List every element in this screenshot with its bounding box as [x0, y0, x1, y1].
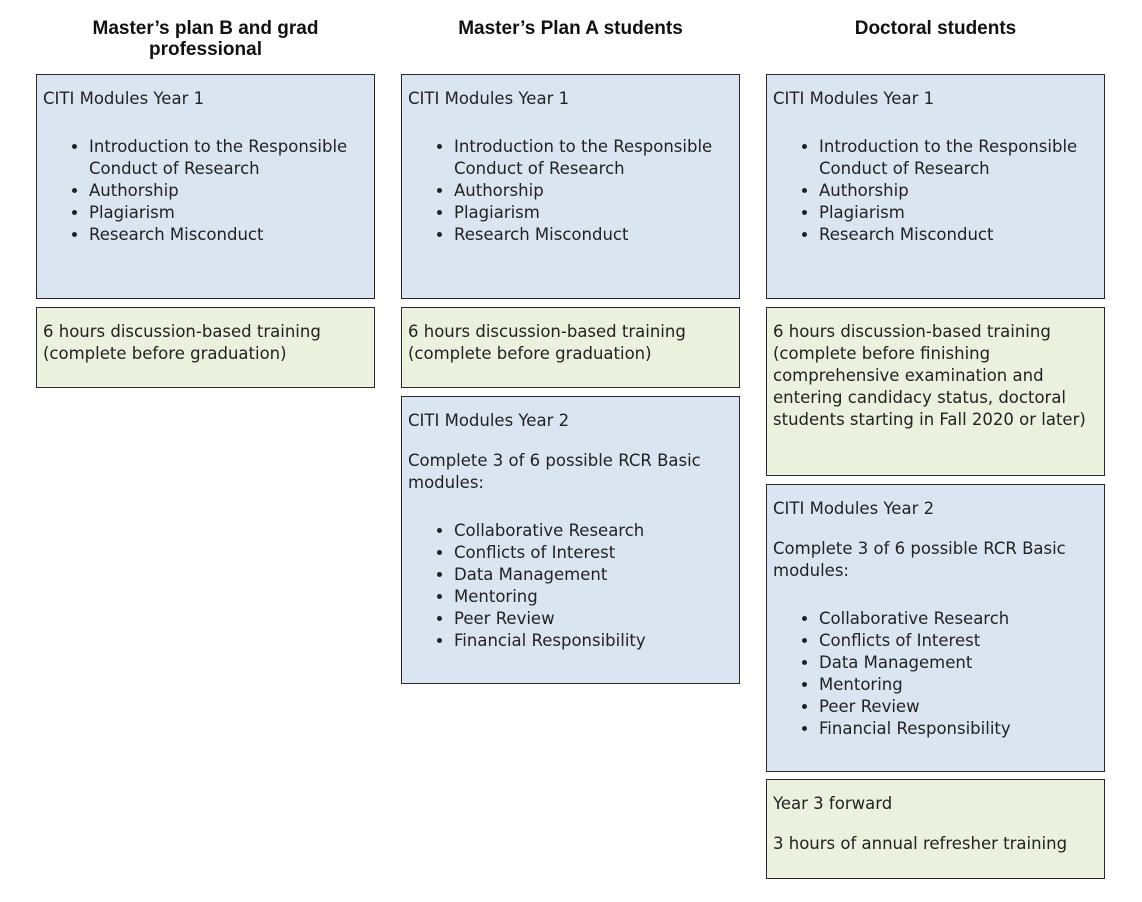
list-item: Research Misconduct: [89, 224, 368, 246]
list-item: Mentoring: [454, 586, 733, 608]
training-box: 6 hours discussion-based training (compl…: [766, 307, 1105, 476]
citi-modules-box: CITI Modules Year 2 Complete 3 of 6 possi…: [401, 396, 740, 684]
list-item: Financial Responsibility: [454, 630, 733, 652]
list-item: Collaborative Research: [454, 520, 733, 542]
box-title: CITI Modules Year 2: [408, 411, 570, 430]
module-list: Collaborative ResearchConflicts of Inter…: [408, 520, 733, 652]
module-list: Introduction to the Responsible Conduct …: [773, 136, 1098, 246]
box-title: 6 hours discussion-based training (compl…: [408, 322, 686, 363]
list-item: Introduction to the Responsible Conduct …: [454, 136, 733, 180]
box-title: CITI Modules Year 1: [43, 89, 205, 108]
list-item: Collaborative Research: [819, 608, 1098, 630]
list-item: Data Management: [819, 652, 1098, 674]
list-item: Peer Review: [819, 696, 1098, 718]
column-header: Doctoral students: [854, 18, 1017, 39]
box-text: Complete 3 of 6 possible RCR Basic modul…: [408, 451, 701, 492]
list-item: Plagiarism: [89, 202, 368, 224]
list-item: Authorship: [819, 180, 1098, 202]
citi-modules-box: CITI Modules Year 1 Introduction to the R…: [36, 74, 375, 299]
list-item: Plagiarism: [454, 202, 733, 224]
column-header: Master’s Plan A students: [458, 18, 683, 39]
box-title: 6 hours discussion-based training (compl…: [43, 322, 321, 363]
list-item: Introduction to the Responsible Conduct …: [819, 136, 1098, 180]
list-item: Conflicts of Interest: [454, 542, 733, 564]
list-item: Authorship: [454, 180, 733, 202]
box-title: CITI Modules Year 1: [773, 89, 935, 108]
citi-modules-box: CITI Modules Year 2 Complete 3 of 6 possi…: [766, 484, 1105, 772]
training-box: Year 3 forward 3 hours of annual refreshe…: [766, 779, 1105, 879]
training-box: 6 hours discussion-based training (compl…: [36, 307, 375, 388]
list-item: Data Management: [454, 564, 733, 586]
list-item: Financial Responsibility: [819, 718, 1098, 740]
box-text: Complete 3 of 6 possible RCR Basic modul…: [773, 539, 1066, 580]
module-list: Collaborative ResearchConflicts of Inter…: [773, 608, 1098, 740]
citi-modules-box: CITI Modules Year 1 Introduction to the R…: [401, 74, 740, 299]
list-item: Plagiarism: [819, 202, 1098, 224]
box-title: Year 3 forward: [773, 794, 893, 813]
module-list: Introduction to the Responsible Conduct …: [408, 136, 733, 246]
box-title: CITI Modules Year 1: [408, 89, 570, 108]
box-text: 3 hours of annual refresher training: [773, 834, 1068, 853]
module-list: Introduction to the Responsible Conduct …: [43, 136, 368, 246]
list-item: Research Misconduct: [819, 224, 1098, 246]
citi-modules-box: CITI Modules Year 1 Introduction to the R…: [766, 74, 1105, 299]
list-item: Peer Review: [454, 608, 733, 630]
training-box: 6 hours discussion-based training (compl…: [401, 307, 740, 388]
list-item: Introduction to the Responsible Conduct …: [89, 136, 368, 180]
column-header: Master’s plan B and grad professional: [92, 18, 319, 60]
box-title: CITI Modules Year 2: [773, 499, 935, 518]
list-item: Authorship: [89, 180, 368, 202]
box-title: 6 hours discussion-based training (compl…: [773, 322, 1086, 429]
list-item: Mentoring: [819, 674, 1098, 696]
list-item: Research Misconduct: [454, 224, 733, 246]
list-item: Conflicts of Interest: [819, 630, 1098, 652]
